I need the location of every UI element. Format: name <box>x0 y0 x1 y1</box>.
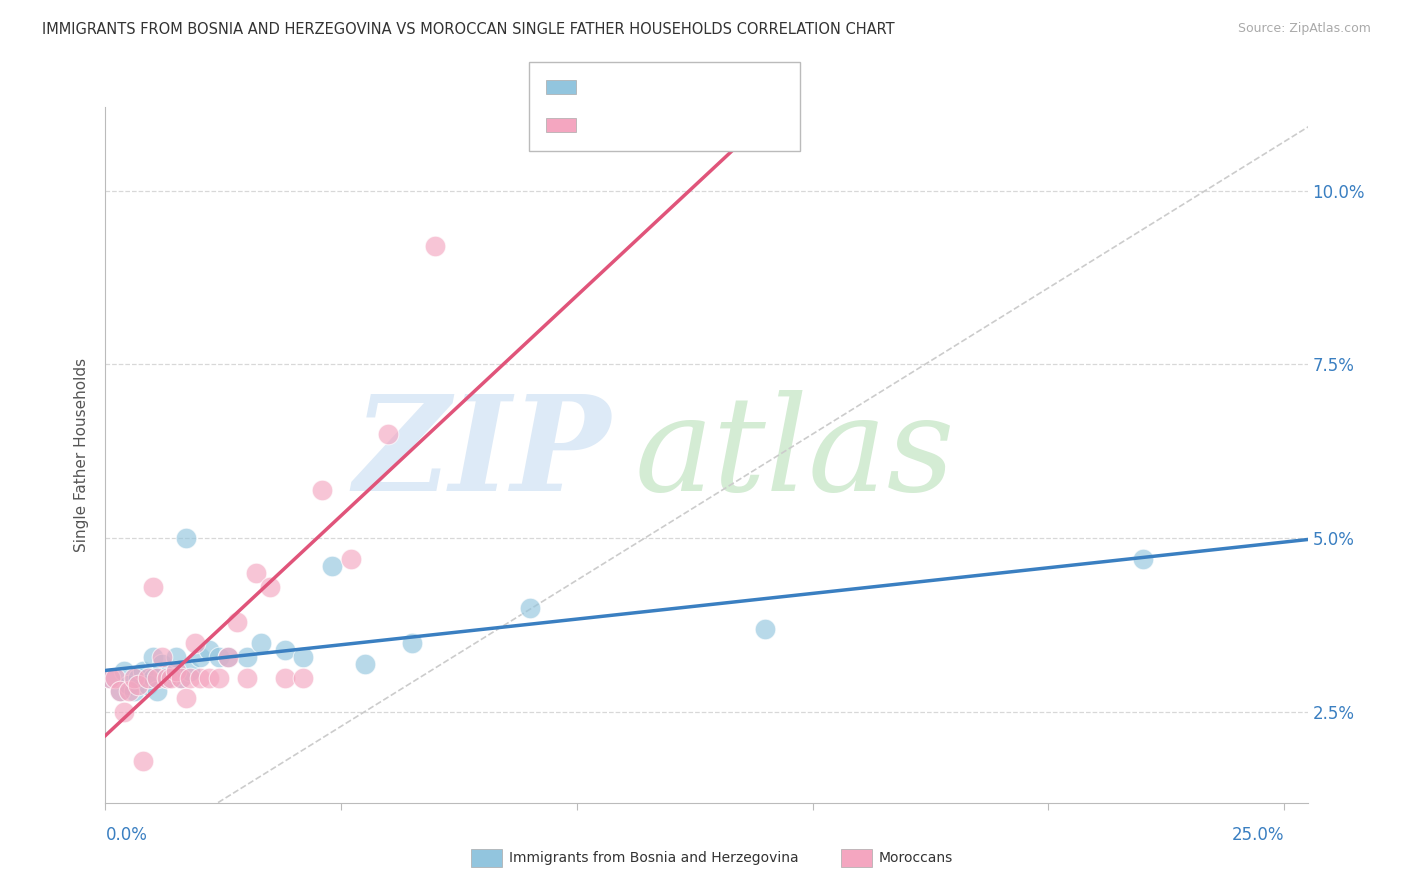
Point <box>170 671 193 685</box>
Text: 0.495: 0.495 <box>627 118 675 133</box>
Point <box>127 677 149 691</box>
Text: 0.0%: 0.0% <box>105 826 148 844</box>
Point <box>217 649 239 664</box>
Point <box>142 580 165 594</box>
Point <box>142 671 165 685</box>
Point <box>160 671 183 685</box>
Text: atlas: atlas <box>634 391 955 519</box>
Point <box>273 671 295 685</box>
Point <box>292 649 315 664</box>
Point <box>250 636 273 650</box>
Point <box>754 622 776 636</box>
Point <box>292 671 315 685</box>
Text: R =: R = <box>588 118 621 133</box>
Text: N =: N = <box>681 118 724 133</box>
Point <box>165 664 187 678</box>
Y-axis label: Single Father Households: Single Father Households <box>75 358 90 552</box>
Point <box>174 691 197 706</box>
Point <box>311 483 333 497</box>
Point <box>136 677 159 691</box>
Point <box>98 671 121 685</box>
Point <box>236 649 259 664</box>
Point <box>207 671 229 685</box>
Point <box>401 636 423 650</box>
Point <box>112 706 135 720</box>
Point <box>207 649 229 664</box>
Point <box>226 615 249 629</box>
Point <box>236 671 259 685</box>
Point <box>245 566 267 581</box>
Point <box>321 559 343 574</box>
Point <box>339 552 361 566</box>
Text: Source: ZipAtlas.com: Source: ZipAtlas.com <box>1237 22 1371 36</box>
Point <box>217 649 239 664</box>
Point <box>127 671 149 685</box>
Point <box>118 684 141 698</box>
Point <box>353 657 375 671</box>
Text: Moroccans: Moroccans <box>879 851 953 865</box>
Point <box>188 671 211 685</box>
Text: ZIP: ZIP <box>353 391 610 519</box>
Point <box>179 671 201 685</box>
Point <box>108 684 131 698</box>
Point <box>104 671 127 685</box>
Point <box>108 684 131 698</box>
Text: R =: R = <box>588 79 621 95</box>
Point <box>170 671 193 685</box>
Point <box>118 677 141 691</box>
Point <box>519 601 541 615</box>
Point <box>146 684 169 698</box>
Point <box>146 671 169 685</box>
Point <box>136 671 159 685</box>
Text: 0.200: 0.200 <box>627 79 675 95</box>
Point <box>98 671 121 685</box>
Point <box>198 671 221 685</box>
Point <box>142 649 165 664</box>
Point <box>150 657 173 671</box>
Text: Immigrants from Bosnia and Herzegovina: Immigrants from Bosnia and Herzegovina <box>509 851 799 865</box>
Point <box>1132 552 1154 566</box>
Text: IMMIGRANTS FROM BOSNIA AND HERZEGOVINA VS MOROCCAN SINGLE FATHER HOUSEHOLDS CORR: IMMIGRANTS FROM BOSNIA AND HERZEGOVINA V… <box>42 22 894 37</box>
Text: 25.0%: 25.0% <box>1232 826 1284 844</box>
Point <box>184 636 207 650</box>
Text: 32: 32 <box>725 79 747 95</box>
Text: 33: 33 <box>725 118 747 133</box>
Point <box>132 664 155 678</box>
Point <box>174 532 197 546</box>
Point <box>112 664 135 678</box>
Point <box>122 671 145 685</box>
Point <box>132 754 155 768</box>
Point <box>188 649 211 664</box>
Point <box>160 664 183 678</box>
Point <box>273 642 295 657</box>
Point <box>425 239 447 253</box>
Point <box>179 664 201 678</box>
Text: N =: N = <box>681 79 724 95</box>
Point <box>156 671 179 685</box>
Point <box>165 649 187 664</box>
Point <box>259 580 281 594</box>
Point <box>377 427 399 442</box>
Point <box>198 642 221 657</box>
Point <box>156 671 179 685</box>
Point <box>150 649 173 664</box>
Point <box>122 684 145 698</box>
